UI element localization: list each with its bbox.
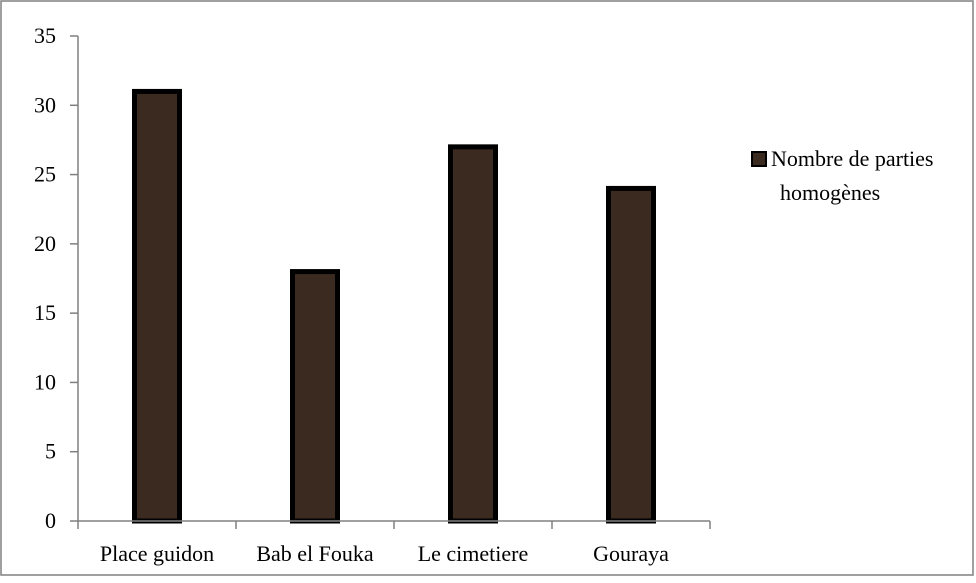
legend: Nombre de parties homogènes	[751, 146, 934, 205]
x-axis-ticks	[77, 521, 711, 529]
y-axis-ticks	[70, 35, 78, 522]
y-tick-label: 25	[34, 162, 56, 187]
x-category-label: Le cimetiere	[418, 541, 529, 566]
bar-series	[132, 88, 656, 524]
y-tick-label: 35	[34, 23, 56, 48]
bar-gouraya	[606, 185, 656, 524]
y-tick-label: 15	[34, 300, 56, 325]
x-category-label: Bab el Fouka	[256, 541, 374, 566]
y-tick-label: 5	[45, 439, 56, 464]
y-tick-label: 30	[34, 92, 56, 117]
y-tick-label: 10	[34, 369, 56, 394]
bar-bab-el-fouka	[290, 269, 340, 524]
legend-swatch	[751, 151, 767, 167]
bar-le-cimetiere	[448, 144, 498, 524]
y-tick-label: 0	[45, 508, 56, 533]
y-tick-label: 20	[34, 231, 56, 256]
x-category-label: Place guidon	[100, 541, 214, 566]
legend-label-line-2: homogènes	[780, 180, 880, 205]
x-axis-category-labels: Place guidon Bab el Fouka Le cimetiere Gour…	[100, 541, 669, 566]
legend-label-line-1: Nombre de parties	[771, 146, 934, 171]
x-category-label: Gouraya	[593, 541, 669, 566]
y-axis-tick-labels: 0 5 10 15 20 25 30 35	[34, 23, 56, 533]
bar-place-guidon	[132, 88, 182, 524]
